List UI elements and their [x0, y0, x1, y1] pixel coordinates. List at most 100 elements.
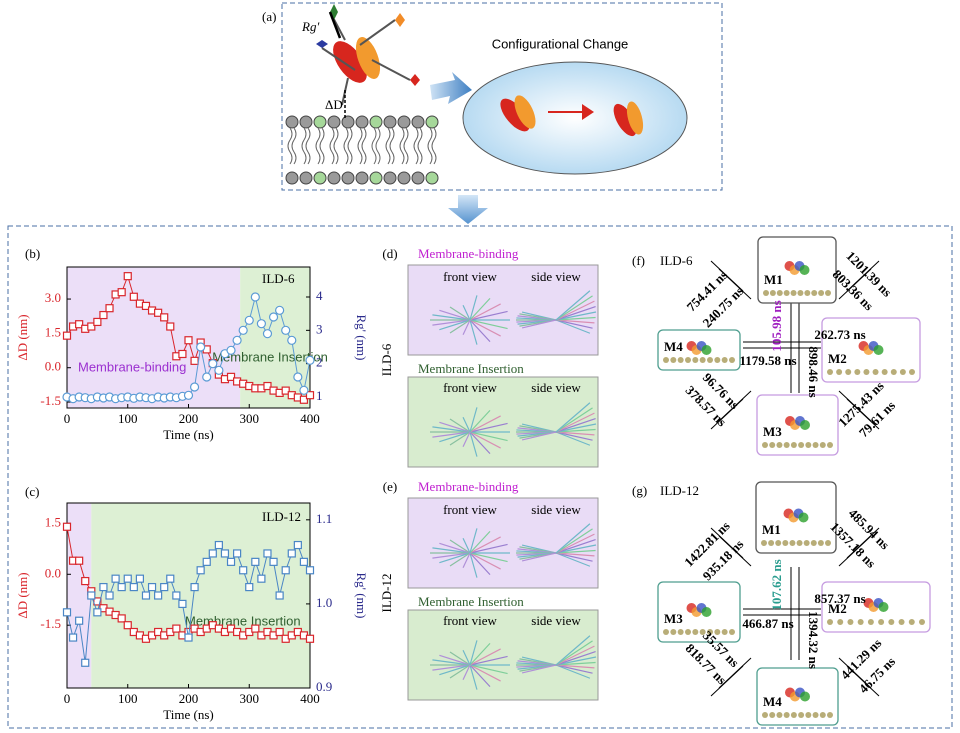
- point: [129, 292, 138, 301]
- structure-stroke: [555, 635, 591, 666]
- point: [135, 574, 144, 583]
- x-tick-label: 200: [179, 411, 199, 426]
- structure-stroke: [555, 431, 593, 441]
- lipid-head: [355, 171, 369, 185]
- structure-stroke: [555, 417, 596, 433]
- point: [166, 322, 175, 331]
- structure-stroke: [555, 407, 593, 433]
- structure-stroke: [469, 552, 501, 570]
- structure-stroke: [555, 538, 596, 554]
- point: [99, 310, 108, 320]
- y-axis-label: ΔD (nm): [15, 314, 30, 360]
- structure-stroke: [469, 642, 491, 666]
- lipid-dot: [898, 619, 905, 625]
- structure-stroke: [521, 552, 557, 562]
- structure-stroke: [555, 645, 595, 666]
- lipid-dot: [827, 369, 833, 375]
- y-tick-label: 4: [316, 288, 323, 303]
- protein-blob: [799, 265, 810, 275]
- lipid-head: [313, 171, 327, 185]
- structure-stroke: [432, 659, 471, 666]
- x-tick-label: 300: [240, 411, 260, 426]
- x-tick-label: 300: [240, 691, 260, 706]
- structure-stroke: [555, 640, 593, 666]
- protein-cartoon: [316, 4, 420, 118]
- lipid-tail: [329, 127, 339, 165]
- transition-time: 262.73 ns: [814, 327, 865, 342]
- point: [305, 566, 315, 575]
- point: [81, 576, 90, 586]
- lipid-dot: [899, 369, 906, 375]
- lipid-head: [397, 171, 411, 185]
- point: [123, 272, 132, 281]
- lipid-dot: [663, 357, 669, 363]
- point: [111, 574, 120, 583]
- structure-stroke: [439, 542, 471, 554]
- structure-stroke: [469, 664, 491, 688]
- point: [178, 349, 187, 359]
- point: [299, 557, 309, 566]
- structure-stroke: [555, 656, 597, 666]
- x-axis-label: Time (ns): [163, 707, 213, 722]
- point: [233, 549, 242, 558]
- lipid-tail: [287, 127, 297, 165]
- structure-stroke: [555, 661, 596, 666]
- point: [299, 385, 309, 395]
- structure-stroke: [521, 319, 557, 329]
- lipid-dot: [872, 369, 879, 375]
- down-arrow: [448, 195, 488, 224]
- membrane: [285, 115, 439, 185]
- view-label: front view: [443, 502, 497, 517]
- point: [189, 382, 200, 392]
- lipid-dot: [782, 540, 789, 546]
- structure-stroke: [439, 319, 471, 331]
- y-tick-label: 0.0: [45, 359, 61, 374]
- lipid-dot: [707, 629, 713, 635]
- structure-stroke: [469, 655, 508, 666]
- lipid-dot: [707, 357, 713, 363]
- lipid-dot: [783, 442, 790, 448]
- point: [250, 292, 260, 302]
- lipid-dot: [677, 629, 684, 635]
- arrow-line: [846, 665, 880, 697]
- lipid-dot: [827, 442, 833, 448]
- structure-stroke: [555, 533, 595, 554]
- lipid-dot: [768, 540, 775, 546]
- structure-stroke: [555, 523, 591, 554]
- lipid-dot: [721, 629, 728, 635]
- x-axis-label: Time (ns): [163, 427, 213, 442]
- lipid-dot: [804, 290, 811, 296]
- structure-stroke: [439, 431, 471, 443]
- y-tick-label: 2: [316, 355, 323, 370]
- view-label: side view: [531, 613, 581, 628]
- point: [214, 365, 224, 375]
- point: [208, 549, 217, 558]
- point: [62, 331, 72, 340]
- structure-stroke: [469, 415, 501, 433]
- protein-blob: [878, 602, 889, 612]
- view-label: front view: [443, 613, 497, 628]
- lipid-head: [327, 171, 341, 185]
- point: [190, 356, 199, 365]
- structure-stroke: [555, 402, 591, 433]
- insertion-label: Membrane Insertion: [418, 361, 524, 376]
- lipid-dot: [890, 369, 897, 375]
- point: [160, 313, 169, 322]
- structure-stroke: [469, 319, 491, 343]
- panel-label: (d): [382, 246, 397, 261]
- lipid-dot: [685, 357, 691, 363]
- protein-blob: [800, 420, 810, 430]
- arrow-line: [718, 268, 752, 300]
- view-label: side view: [531, 269, 581, 284]
- structure-stroke: [449, 306, 471, 321]
- structure-stroke: [469, 528, 478, 554]
- point: [166, 574, 175, 583]
- structure-stroke: [469, 409, 491, 433]
- structure-stroke: [469, 640, 478, 666]
- lipid-dot: [836, 369, 843, 375]
- point: [105, 591, 114, 600]
- point: [81, 658, 90, 667]
- lipid-head: [383, 115, 397, 129]
- lipid-dot: [857, 619, 864, 625]
